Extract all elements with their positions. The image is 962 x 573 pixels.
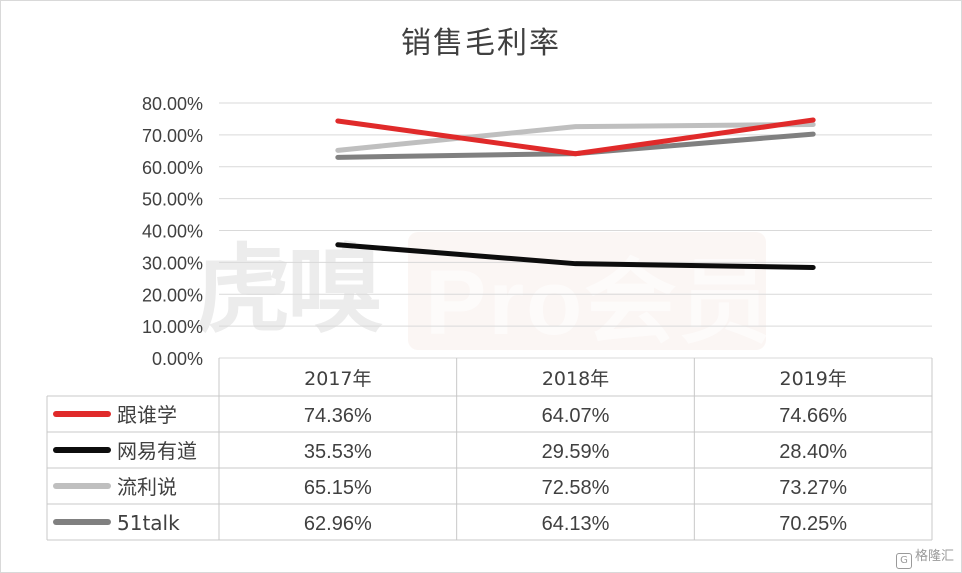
brand-logo: G 格隆汇 <box>895 545 954 569</box>
y-tick-label: 30.00% <box>142 253 203 273</box>
table-cell-value: 74.66% <box>779 405 847 427</box>
series-line <box>335 117 816 157</box>
legend-label: 流利说 <box>117 475 177 499</box>
table-cell-value: 72.58% <box>542 477 610 499</box>
y-tick-label: 40.00% <box>142 222 203 242</box>
x-tick-label: 2017年 <box>304 368 371 390</box>
series-line <box>335 121 816 153</box>
chart-title: 销售毛利率 <box>401 26 561 61</box>
table-cell-value: 29.59% <box>542 441 610 463</box>
table-cell-value: 70.25% <box>779 513 847 535</box>
table-cell-value: 65.15% <box>304 477 372 499</box>
x-tick-label: 2018年 <box>542 368 609 390</box>
series-line <box>335 242 816 270</box>
y-tick-label: 60.00% <box>142 158 203 178</box>
watermark-badge <box>408 232 766 350</box>
table-cell-value: 28.40% <box>779 441 847 463</box>
table-cell-value: 64.07% <box>542 405 610 427</box>
watermark-text: 虎嗅 <box>195 233 383 346</box>
table-cell-value: 73.27% <box>779 477 847 499</box>
legend-label: 跟谁学 <box>117 403 177 427</box>
y-tick-label: 70.00% <box>142 126 203 146</box>
brand-name: 格隆汇 <box>914 549 954 564</box>
brand-icon: G <box>895 553 912 569</box>
watermark-pro: Pro会员 <box>425 252 773 354</box>
table-cell-value: 74.36% <box>304 405 372 427</box>
legend-label: 51talk <box>117 511 180 535</box>
y-tick-label: 10.00% <box>142 317 203 337</box>
x-tick-label: 2019年 <box>779 368 846 390</box>
table-cell-value: 35.53% <box>304 441 372 463</box>
legend-label: 网易有道 <box>117 439 197 463</box>
table-cell-value: 64.13% <box>542 513 610 535</box>
table-cell-value: 62.96% <box>304 513 372 535</box>
y-tick-label: 20.00% <box>142 285 203 305</box>
y-tick-label: 80.00% <box>142 94 203 114</box>
y-tick-label: 0.00% <box>152 349 203 369</box>
y-tick-label: 50.00% <box>142 190 203 210</box>
